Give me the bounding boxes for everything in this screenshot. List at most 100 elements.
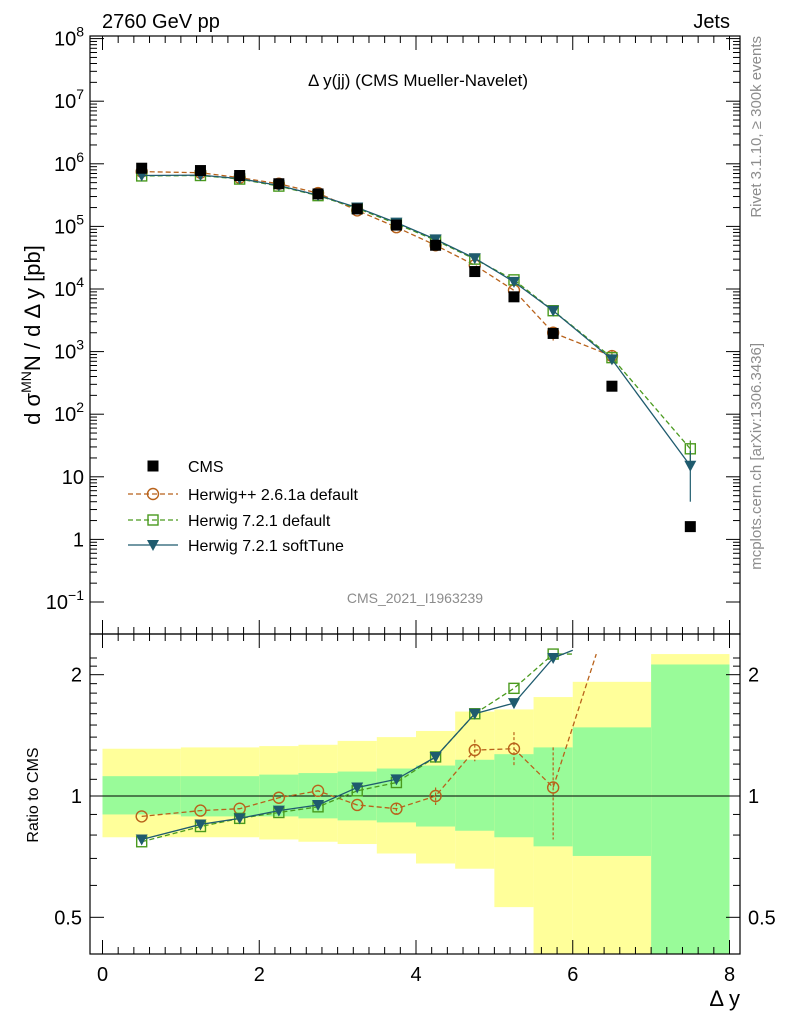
x-axis-label: Δ y: [709, 986, 740, 1011]
ratio-y-tick-label-right: 1: [748, 786, 759, 808]
tick-base: 10: [54, 91, 76, 113]
main-title-text: Δ y(jj) (CMS Mueller-Navelet): [308, 71, 528, 90]
herwigpp-point: [429, 789, 442, 803]
ratio-panel: 0.5 0.5 1 1 2 2 0 2 4 6 8 Ratio to CMS Δ y: [25, 633, 776, 1011]
herwig7-softtune-point: [390, 774, 403, 786]
cms-data-point: [606, 380, 618, 392]
tick-base: 10: [54, 154, 76, 176]
legend-label: Herwig 7.2.1 default: [188, 513, 331, 530]
ratio-inner-band: [533, 747, 573, 847]
cms-data-point: [147, 460, 159, 472]
cms-data-point: [312, 188, 324, 200]
herwig7-softtune-point: [312, 799, 325, 811]
main-y-tick-label: 1: [73, 529, 84, 551]
ratio-y-tick-label-right: 2: [748, 665, 759, 687]
herwig7-softtune-point: [147, 540, 159, 551]
series-triangle-solid: [135, 170, 697, 502]
herwig7-default-point: [508, 682, 520, 695]
ratio-inner-band: [455, 759, 495, 831]
herwigpp-point: [390, 802, 403, 815]
ylabel-superscript-mn: MN: [18, 371, 34, 393]
main-y-tick-label: 105: [54, 211, 84, 238]
main-y-tick-label: 103: [54, 337, 84, 364]
ratio-series-line: [141, 653, 573, 843]
herwig7-softtune-point: [507, 698, 520, 710]
cms-data-point: [234, 170, 246, 182]
ratio-y-tick-label-right: 0.5: [748, 907, 776, 929]
legend-label: Herwig 7.2.1 softTune: [188, 538, 344, 555]
herwigpp-point: [468, 743, 481, 757]
ratio-series-line: [141, 653, 597, 818]
herwigpp-point: [146, 487, 160, 501]
ratio-inner-band: [572, 727, 652, 856]
tick-base: 10: [54, 279, 76, 301]
cms-data-point: [547, 327, 559, 339]
tick-base: 10: [54, 404, 76, 426]
main-y-tick-label: 104: [54, 274, 84, 301]
ratio-series-circle-dashed: [135, 653, 597, 840]
ratio-series-line: [141, 649, 573, 841]
x-tick-label: 8: [724, 964, 735, 986]
herwigpp-point: [135, 810, 148, 823]
herwig7-softtune-point: [233, 813, 246, 825]
herwig7-softtune-point: [507, 276, 520, 288]
watermark-label: CMS_2021_I1963239: [347, 590, 483, 606]
herwig7-softtune-point: [429, 751, 442, 763]
main-y-tick-label: 102: [54, 399, 84, 426]
herwig7-softtune-point: [194, 819, 207, 831]
herwig7-softtune-point: [468, 708, 481, 720]
cms-data-point: [469, 266, 481, 278]
tick-exponent: 2: [76, 399, 84, 415]
series-line: [141, 174, 691, 467]
main-y-tick-label: 10−1: [46, 587, 84, 614]
cms-data-point: [273, 178, 285, 190]
cms-data-point: [194, 165, 206, 177]
series-square-dashed: [135, 169, 697, 461]
ylabel-part-rest: N / d Δ y [pb]: [20, 245, 45, 371]
header-energy-label: 2760 GeV pp: [102, 11, 220, 33]
main-panel: Δ y(jj) (CMS Mueller-Navelet) CMS_2021_I…: [18, 24, 741, 635]
herwigpp-point: [546, 781, 560, 794]
cms-data-point: [136, 162, 148, 174]
x-tick-label: 2: [254, 964, 265, 986]
legend-label: CMS: [188, 459, 224, 476]
ratio-series-triangle-solid: [135, 649, 573, 846]
rivet-version-label: Rivet 3.1.10, ≥ 300k events: [748, 36, 765, 218]
ratio-y-tick-label-left: 2: [71, 665, 82, 687]
herwig7-softtune-point: [605, 354, 618, 366]
ylabel-part-d-sigma: d σ: [20, 393, 45, 425]
ratio-y-tick-label-left: 1: [71, 786, 82, 808]
cms-data-point: [430, 239, 442, 251]
tick-base: 10: [46, 592, 68, 614]
herwig7-softtune-point: [468, 253, 481, 265]
main-y-tick-label: 108: [54, 24, 84, 51]
herwig7-softtune-point: [351, 782, 364, 794]
herwigpp-point: [507, 742, 521, 755]
x-tick-label: 4: [410, 964, 421, 986]
x-tick-label: 0: [97, 964, 108, 986]
herwig7-default-point: [147, 514, 159, 526]
tick-base: 10: [54, 29, 76, 51]
ratio-plot-frame: [89, 633, 741, 955]
herwig7-softtune-point: [547, 653, 560, 665]
herwigpp-point: [272, 791, 286, 804]
series-circle-dashed: [135, 165, 619, 364]
tick-exponent: 3: [76, 337, 84, 353]
tick-exponent: 6: [76, 149, 84, 165]
series-data: [136, 162, 696, 533]
header-jets-label: Jets: [693, 11, 730, 33]
svg-text:d σMNN / d Δ y [pb]: d σMNN / d Δ y [pb]: [18, 245, 45, 425]
main-y-tick-label: 10: [62, 467, 84, 489]
tick-exponent: 7: [76, 86, 84, 102]
herwig7-softtune-point: [684, 460, 697, 472]
tick-exponent: 8: [76, 24, 84, 40]
herwig7-softtune-point: [272, 805, 285, 817]
herwigpp-point: [311, 784, 325, 798]
tick-exponent: 5: [76, 211, 84, 227]
tick-exponent: −1: [68, 587, 84, 603]
main-title: Δ y(jj) (CMS Mueller-Navelet): [308, 71, 528, 90]
ratio-inner-band: [651, 664, 730, 954]
series-line: [141, 170, 613, 357]
herwigpp-point: [351, 798, 364, 812]
